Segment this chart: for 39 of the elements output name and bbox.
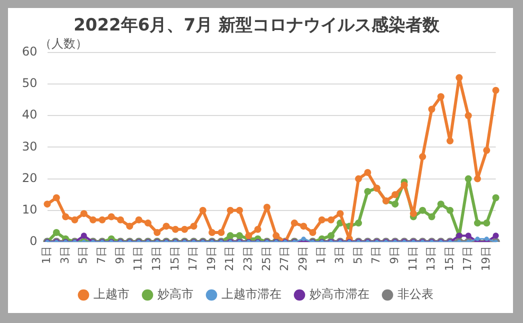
legend-label: 上越市滞在 bbox=[222, 287, 282, 302]
x-tick-label: 5日 bbox=[76, 246, 90, 264]
legend-label: 上越市 bbox=[94, 287, 130, 302]
x-tick-label: 3日 bbox=[333, 246, 346, 264]
y-tick-label: 60 bbox=[22, 44, 38, 59]
y-tick-label: 10 bbox=[22, 202, 38, 217]
x-tick-label: 23日 bbox=[242, 246, 255, 272]
x-tick-label: 29日 bbox=[296, 246, 310, 272]
x-tick-label: 13日 bbox=[150, 246, 163, 272]
x-tick-label: 19日 bbox=[480, 246, 493, 272]
x-tick-label: 11日 bbox=[406, 246, 420, 272]
x-tick-label: 27日 bbox=[278, 246, 292, 272]
x-tick-label: 5日 bbox=[351, 246, 364, 264]
x-tick-label: 13日 bbox=[424, 246, 438, 272]
x-tick-label: 11日 bbox=[132, 246, 145, 272]
x-tick-label: 7日 bbox=[95, 246, 108, 264]
y-tick-label: 20 bbox=[22, 170, 38, 185]
x-tick-label: 17日 bbox=[186, 246, 200, 272]
y-tick-label: 50 bbox=[22, 76, 38, 90]
chart-title: 2022年6月、7月 新型コロナウイルス感染者数 bbox=[74, 16, 440, 36]
x-tick-label: 21日 bbox=[223, 246, 236, 272]
x-tick-label: 7日 bbox=[370, 246, 383, 264]
x-tick-label: 19日 bbox=[204, 246, 218, 272]
legend-label: 妙高市滞在 bbox=[310, 287, 370, 302]
x-tick-label: 3日 bbox=[58, 246, 72, 264]
x-tick-label: 25日 bbox=[260, 246, 273, 272]
x-tick-label: 9日 bbox=[388, 246, 401, 264]
x-tick-label: 17日 bbox=[461, 246, 474, 272]
y-axis-title: （人数） bbox=[39, 36, 88, 51]
y-tick-label: 0 bbox=[30, 234, 38, 248]
x-tick-label: 1日 bbox=[40, 246, 54, 264]
x-tick-label: 1日 bbox=[314, 246, 328, 264]
x-tick-label: 15日 bbox=[168, 246, 182, 272]
legend-label: 妙高市 bbox=[158, 287, 194, 302]
y-tick-label: 40 bbox=[22, 108, 38, 122]
x-tick-label: 9日 bbox=[113, 246, 126, 264]
y-tick-label: 30 bbox=[22, 139, 38, 154]
x-tick-label: 15日 bbox=[442, 246, 456, 272]
legend-label: 非公表 bbox=[398, 287, 434, 302]
